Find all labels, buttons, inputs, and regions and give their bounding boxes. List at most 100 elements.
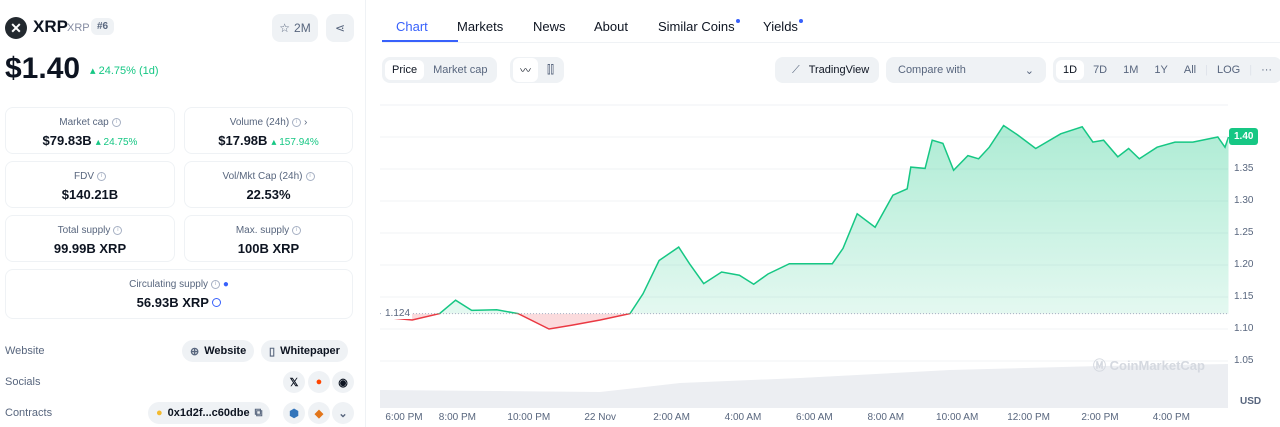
y-tick-label: 1.10 (1234, 323, 1254, 334)
tab-chart[interactable]: Chart (396, 19, 428, 34)
info-icon[interactable]: i (97, 171, 106, 181)
contract-address[interactable]: ● 0x1d2f...c60dbe ⧉ (148, 402, 271, 424)
reddit-icon[interactable]: ● (308, 371, 330, 393)
stat-volume[interactable]: Volume (24h) i › $17.98B ▴ 157.94% (184, 107, 353, 154)
price-marketcap-toggle: Price Market cap (382, 57, 498, 83)
currency-label: USD (1240, 396, 1262, 407)
copy-icon[interactable]: ⧉ (254, 406, 263, 419)
share-button[interactable]: ⋖ (326, 14, 354, 42)
coinmarketcap-watermark: Ⓜ CoinMarketCap (1093, 358, 1205, 373)
x-tick-label: 4:00 PM (1152, 412, 1191, 423)
info-icon[interactable]: i (113, 225, 123, 235)
stat-label: Total supply (57, 225, 111, 236)
website-button[interactable]: ⊕ Website (182, 340, 255, 362)
stat-label: Volume (24h) (229, 117, 290, 128)
document-icon: ▯ (269, 345, 276, 358)
trust-wallet-icon[interactable]: ⬢ (283, 402, 305, 424)
baseline-label: 1.124 (383, 307, 413, 319)
xrp-logo-icon: ✕ (5, 17, 27, 39)
info-icon[interactable]: i (292, 225, 302, 235)
info-icon[interactable]: i (111, 117, 121, 127)
stat-label: Max. supply (235, 225, 290, 236)
compare-with-select[interactable]: Compare with ⌄ (886, 57, 1046, 83)
range-7d[interactable]: 7D (1093, 64, 1108, 76)
price-line-down (385, 313, 631, 330)
market-cap-toggle[interactable]: Market cap (433, 64, 488, 76)
stat-change: ▴ 157.94% (271, 137, 319, 148)
info-icon[interactable]: i (292, 117, 302, 127)
volume-area (380, 364, 1228, 408)
stat-market-cap: Market cap i $79.83B ▴ 24.75% (5, 107, 175, 154)
price-area-up (439, 125, 1229, 314)
x-tick-label: 12:00 PM (1007, 412, 1050, 423)
tab-yields[interactable]: Yields (763, 19, 803, 34)
stat-value: $17.98B (218, 133, 268, 148)
stat-fdv: FDV i $140.21B (5, 161, 175, 208)
caret-up-icon: ▴ (90, 65, 99, 77)
info-icon[interactable]: i (211, 279, 221, 289)
stat-max-supply: Max. supply i 100B XRP (184, 215, 353, 262)
y-tick-label: 1.15 (1234, 291, 1254, 302)
chevron-right-icon: › (301, 117, 308, 128)
more-options-icon[interactable]: ··· (1261, 64, 1273, 76)
stat-label: Vol/Mkt Cap (24h) (222, 171, 303, 182)
share-icon: ⋖ (334, 21, 346, 35)
star-icon: ☆ (279, 21, 291, 35)
x-tick-label: 8:00 AM (867, 412, 905, 423)
new-dot-icon (735, 19, 740, 23)
line-chart-icon[interactable]: 〰 (513, 58, 538, 82)
stat-label: Market cap (59, 117, 109, 128)
range-all[interactable]: All (1183, 64, 1197, 76)
globe-icon: ⊕ (190, 345, 200, 358)
progress-ring-icon (212, 298, 222, 307)
range-1y[interactable]: 1Y (1154, 64, 1168, 76)
x-tick-label: 4:00 AM (724, 412, 762, 423)
chart-type-toggle: 〰 ⫿⫿ (510, 57, 565, 83)
github-icon[interactable]: ◉ (332, 371, 354, 393)
tab-similar-coins[interactable]: Similar Coins (658, 19, 740, 34)
coin-symbol: XRP (67, 22, 90, 34)
tab-about[interactable]: About (594, 19, 628, 34)
y-tick-label: 1.20 (1234, 259, 1254, 270)
x-tick-label: 10:00 AM (936, 412, 979, 423)
tab-news[interactable]: News (533, 19, 566, 34)
stat-circulating-supply: Circulating supply i ● 56.93B XRP (5, 269, 353, 319)
stat-change: ▴ 24.75% (95, 137, 138, 148)
price-line-up (436, 124, 1230, 314)
stat-value: 100B XRP (237, 241, 300, 256)
chevron-down-icon: ⌄ (1024, 64, 1034, 77)
x-tick-label: 6:00 AM (796, 412, 833, 423)
x-twitter-icon[interactable]: 𝕏 (283, 371, 305, 393)
stat-value: $79.83B (42, 133, 92, 148)
tradingview-button[interactable]: ⟋ TradingView (775, 57, 880, 83)
x-tick-label: 2:00 PM (1081, 412, 1119, 423)
coin-sidebar: ✕ XRP XRP #6 ☆ 2M ⋖ $1.40 ▴ 24.75% (1d) M… (0, 0, 366, 427)
tab-markets[interactable]: Markets (457, 19, 504, 34)
stat-value: $140.21B (61, 187, 119, 202)
stat-label: Circulating supply (129, 279, 209, 290)
chart-line-icon: ⟋ (792, 63, 800, 76)
stat-vol-mkt-cap: Vol/Mkt Cap (24h) i 22.53% (184, 161, 353, 208)
coin-name: XRP (33, 17, 68, 36)
rank-badge: #6 (91, 18, 115, 35)
range-1d[interactable]: 1D (1056, 60, 1085, 80)
y-tick-label: 1.30 (1234, 195, 1254, 206)
stat-label: FDV (74, 171, 94, 182)
watchlist-button[interactable]: ☆ 2M (272, 14, 318, 42)
price-toggle[interactable]: Price (385, 60, 425, 80)
range-1m[interactable]: 1M (1123, 64, 1139, 76)
contracts-label: Contracts (5, 407, 53, 419)
x-tick-label: 22 Nov (584, 412, 617, 423)
y-tick-label: 1.25 (1234, 227, 1254, 238)
price-change: ▴ 24.75% (1d) (90, 64, 159, 77)
whitepaper-button[interactable]: ▯ Whitepaper (261, 340, 348, 362)
candlestick-icon[interactable]: ⫿⫿ (547, 63, 555, 76)
info-icon[interactable]: i (305, 171, 315, 181)
log-toggle[interactable]: LOG (1216, 64, 1241, 76)
metamask-icon[interactable]: ◆ (308, 402, 330, 424)
website-label: Website (5, 345, 45, 357)
chevron-down-icon[interactable]: ⌄ (332, 402, 354, 424)
y-tick-label: 1.05 (1234, 355, 1254, 366)
active-tab-indicator (382, 40, 458, 42)
